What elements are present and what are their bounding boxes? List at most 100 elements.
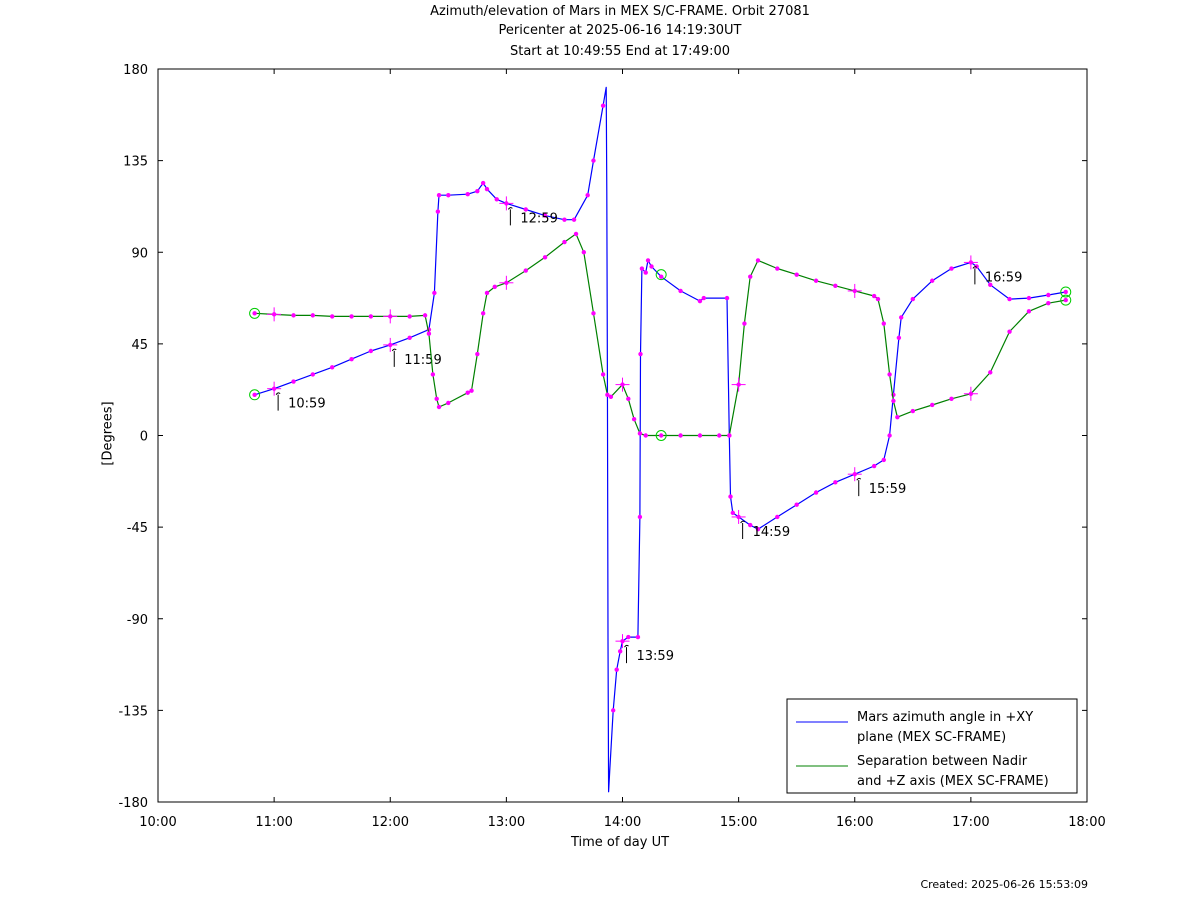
data-point-azimuth-21 [542, 213, 548, 218]
data-point-azimuth-58 [813, 490, 819, 495]
data-point-separation-50 [871, 293, 877, 299]
data-point-azimuth-62 [881, 457, 886, 463]
legend-box [786, 698, 1078, 794]
data-point-azimuth-2 [291, 379, 296, 384]
data-point-azimuth-15 [475, 188, 480, 194]
data-point-separation-44 [755, 258, 761, 263]
endpoint-circle-azimuth-0 [249, 389, 261, 401]
data-point-azimuth-54 [748, 522, 753, 528]
data-point-azimuth-75 [1046, 292, 1051, 298]
data-point-separation-33 [631, 417, 637, 422]
y-tick-label-3: 45 [131, 338, 148, 353]
data-point-azimuth-3 [310, 372, 315, 377]
data-point-separation-9 [422, 313, 428, 318]
data-point-separation-53 [887, 372, 892, 377]
data-point-separation-64 [1063, 297, 1068, 303]
time-label-pointer-4 [740, 520, 745, 539]
data-point-azimuth-33 [611, 708, 616, 713]
data-point-separation-60 [988, 370, 993, 375]
data-point-separation-6 [368, 314, 374, 319]
data-point-azimuth-73 [1007, 296, 1012, 302]
y-tick-label-5: -45 [127, 521, 148, 536]
data-point-azimuth-13 [446, 193, 451, 198]
data-point-separation-20 [492, 284, 497, 290]
data-point-azimuth-76 [1063, 289, 1068, 295]
time-label-pointer-5 [856, 477, 862, 497]
legend-label-separation-line-1: Separation between Nadir [857, 754, 1028, 769]
chart-title-line-3: Start at 10:49:55 End at 17:49:00 [509, 44, 731, 59]
data-point-azimuth-56 [775, 514, 780, 520]
data-point-azimuth-57 [794, 502, 799, 507]
data-point-separation-37 [678, 433, 683, 438]
data-point-azimuth-23 [571, 217, 577, 222]
endpoint-circle-separation-2 [655, 269, 667, 281]
data-point-azimuth-66 [899, 315, 904, 320]
data-point-separation-51 [875, 296, 881, 302]
data-point-separation-29 [605, 392, 610, 397]
endpoint-circle-separation-0 [249, 307, 261, 319]
data-point-separation-46 [794, 272, 799, 277]
data-point-separation-27 [591, 311, 596, 316]
x-tick-label-1: 11:00 [255, 815, 292, 830]
data-point-separation-45 [775, 266, 780, 271]
legend: Mars azimuth angle in +XY plane (MEX SC-… [786, 698, 1078, 794]
data-point-separation-63 [1046, 300, 1051, 306]
time-label-1: 11:59 [404, 353, 441, 368]
data-point-azimuth-48 [701, 295, 706, 301]
time-label-6: 16:59 [985, 270, 1022, 285]
data-point-azimuth-45 [658, 274, 664, 279]
data-point-separation-26 [581, 250, 587, 255]
data-point-azimuth-10 [432, 290, 437, 296]
x-tick-label-7: 17:00 [952, 815, 989, 830]
data-point-separation-23 [542, 255, 548, 260]
legend-label-separation-line-2: and +Z axis (MEX SC-FRAME) [857, 774, 1049, 789]
data-point-separation-61 [1007, 329, 1012, 334]
data-point-azimuth-11 [435, 209, 441, 214]
data-point-azimuth-4 [329, 365, 335, 370]
created-timestamp: Created: 2025-06-26 15:53:09 [920, 878, 1088, 891]
data-point-azimuth-43 [645, 258, 651, 263]
data-point-separation-52 [881, 321, 886, 326]
x-tick-label-3: 13:00 [488, 815, 525, 830]
data-point-separation-30 [608, 394, 614, 400]
axes-layer: 10:00 11:00 12:00 13:00 14:00 15:00 16:00 17:00… [118, 63, 1105, 830]
data-point-separation-17 [475, 351, 480, 357]
data-point-separation-16 [469, 388, 474, 393]
time-label-pointer-6 [972, 266, 978, 285]
data-point-azimuth-42 [643, 270, 648, 275]
data-point-separation-24 [562, 239, 567, 245]
data-point-azimuth-41 [639, 266, 645, 271]
data-point-azimuth-26 [600, 103, 606, 108]
data-point-separation-25 [573, 231, 579, 237]
endpoint-circle-separation-3 [1060, 294, 1072, 306]
data-point-separation-10 [426, 331, 432, 336]
series-line-azimuth [254, 86, 1066, 793]
data-point-separation-11 [430, 372, 436, 377]
chart-title-line-2: Pericenter at 2025-06-16 14:19:30UT [498, 23, 742, 38]
data-point-separation-48 [833, 283, 838, 289]
data-point-azimuth-17 [484, 186, 490, 192]
data-point-separation-15 [465, 390, 470, 395]
x-tick-label-4: 14:00 [604, 815, 641, 830]
legend-label-azimuth-line-2: plane (MEX SC-FRAME) [857, 730, 1006, 745]
x-tick-label-2: 12:00 [372, 815, 409, 830]
data-point-separation-2 [291, 313, 296, 318]
data-point-azimuth-47 [697, 298, 703, 304]
data-point-azimuth-12 [436, 193, 442, 198]
data-point-separation-54 [891, 398, 896, 404]
time-label-pointer-2 [507, 207, 513, 226]
x-tick-label-8: 18:00 [1068, 815, 1105, 830]
endpoint-circle-azimuth-1 [1060, 286, 1072, 298]
data-point-azimuth-38 [635, 634, 641, 640]
data-point-azimuth-68 [930, 278, 935, 283]
time-label-4: 14:59 [753, 525, 790, 540]
y-tick-label-0: 180 [123, 63, 148, 78]
data-point-separation-43 [748, 274, 753, 279]
y-tick-label-6: -90 [127, 613, 148, 628]
data-point-azimuth-24 [585, 193, 590, 198]
data-point-azimuth-16 [480, 180, 486, 186]
data-point-separation-40 [727, 433, 732, 438]
data-point-azimuth-65 [896, 335, 902, 340]
data-point-separation-58 [949, 396, 954, 402]
